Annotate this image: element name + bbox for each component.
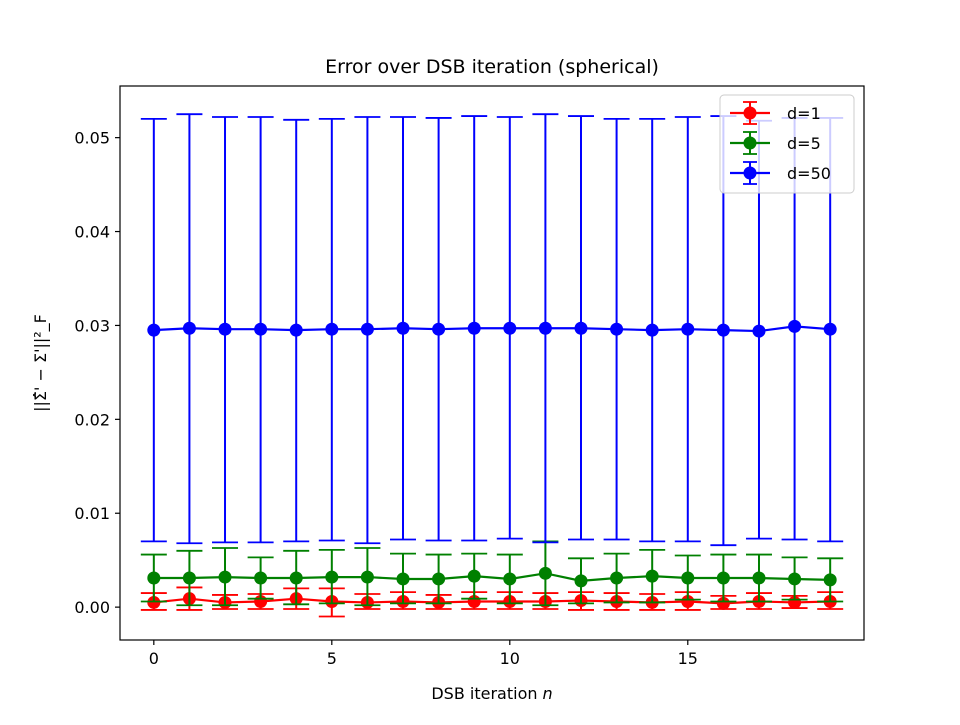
legend-entry: d=5 (730, 131, 821, 155)
legend-marker (743, 166, 757, 180)
y-tick-label: 0.03 (74, 316, 110, 335)
y-tick-label: 0.02 (74, 410, 110, 429)
legend: d=1 d=5 d=50 (719, 94, 855, 194)
data-point (823, 322, 837, 336)
y-tick-label: 0.00 (74, 598, 110, 617)
data-point (289, 323, 303, 337)
x-axis-label-variable: n (543, 684, 553, 703)
x-axis-label: DSB iteration n (431, 684, 552, 703)
data-point (396, 572, 410, 586)
data-point (218, 570, 232, 584)
data-point (681, 571, 695, 585)
data-point (147, 323, 161, 337)
legend-marker (743, 136, 757, 150)
data-point (182, 571, 196, 585)
series-layer (140, 113, 844, 618)
data-point (681, 322, 695, 336)
y-tick-label: 0.01 (74, 504, 110, 523)
legend-entry: d=1 (730, 101, 821, 125)
y-tick-label: 0.04 (74, 223, 110, 242)
x-axis-label-text: DSB iteration (431, 684, 537, 703)
data-point (788, 572, 802, 586)
data-point (610, 571, 624, 585)
data-point (218, 322, 232, 336)
data-point (147, 595, 161, 609)
data-point (788, 319, 802, 333)
data-point (716, 323, 730, 337)
series-d=50 (140, 113, 844, 547)
axes-frame (119, 85, 865, 641)
x-tick-label: 15 (678, 649, 698, 668)
data-point (325, 570, 339, 584)
data-point (574, 321, 588, 335)
data-point (503, 321, 517, 335)
chart-title: Error over DSB iteration (spherical) (325, 56, 659, 78)
data-point (645, 323, 659, 337)
data-point (716, 571, 730, 585)
legend-label: d=5 (787, 134, 821, 153)
data-point (538, 566, 552, 580)
data-point (574, 574, 588, 588)
data-point (752, 324, 766, 338)
data-point (681, 595, 695, 609)
data-point (538, 321, 552, 335)
data-point (467, 321, 481, 335)
data-point (716, 596, 730, 610)
data-point (182, 321, 196, 335)
y-tick-label: 0.05 (74, 129, 110, 148)
data-point (254, 571, 268, 585)
data-point (396, 321, 410, 335)
x-tick-label: 5 (327, 649, 337, 668)
data-point (432, 322, 446, 336)
data-point (432, 572, 446, 586)
legend-label: d=1 (787, 104, 821, 123)
x-tick-label: 10 (500, 649, 520, 668)
data-point (360, 570, 374, 584)
legend-marker (743, 106, 757, 120)
data-point (645, 569, 659, 583)
data-point (147, 571, 161, 585)
data-point (610, 322, 624, 336)
legend-label: d=50 (787, 164, 831, 183)
x-tick-label: 0 (149, 649, 159, 668)
data-point (289, 571, 303, 585)
data-point (752, 571, 766, 585)
y-axis-label: ||Σ̂' − Σ'||²_F (31, 314, 51, 412)
data-point (254, 322, 268, 336)
data-point (360, 322, 374, 336)
data-point (467, 569, 481, 583)
data-point (325, 322, 339, 336)
legend-entry: d=50 (730, 161, 831, 185)
y-axis: 0.00 0.01 0.02 0.03 0.04 0.05 (74, 129, 120, 617)
series-d=5 (140, 540, 844, 607)
data-point (823, 573, 837, 587)
data-point (503, 572, 517, 586)
x-axis: 0 5 10 15 (149, 640, 698, 668)
